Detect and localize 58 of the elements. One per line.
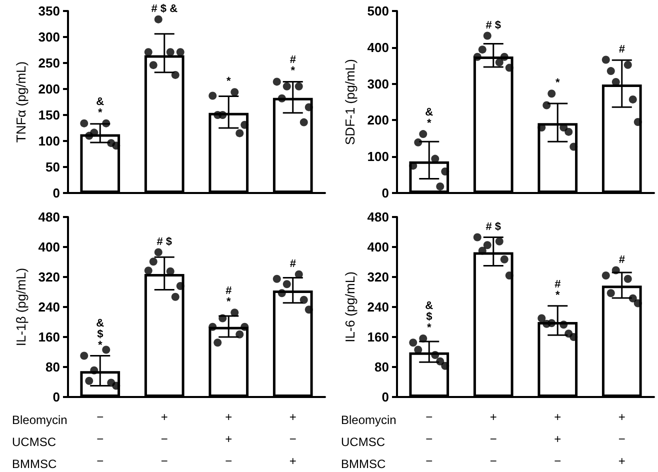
y-tick-label: 320 bbox=[367, 270, 389, 284]
y-tick-label: 160 bbox=[38, 330, 60, 344]
x-tick-label: + − − bbox=[490, 410, 497, 468]
annotation: # $ bbox=[156, 236, 172, 248]
y-tick-label: 250 bbox=[38, 56, 60, 70]
y-tick-label: 300 bbox=[38, 30, 60, 44]
y-tick-label: 0 bbox=[382, 186, 389, 200]
y-axis-title: TNFα (pg/mL) bbox=[13, 61, 28, 143]
y-tick-label: 0 bbox=[52, 186, 60, 200]
y-tick-label: 240 bbox=[367, 300, 389, 314]
annotation: # * bbox=[554, 278, 561, 302]
y-tick-label: 100 bbox=[367, 149, 389, 164]
x-tick-label: − − − bbox=[426, 410, 433, 468]
y-tick-label: 400 bbox=[38, 240, 60, 254]
x-axis-title: Bleomycin UCMSC BMMSC bbox=[12, 413, 68, 471]
x-tick-label: + − + bbox=[618, 410, 626, 468]
annotation: # $ bbox=[486, 19, 502, 32]
y-axis-title: SDF-1 (pg/mL) bbox=[342, 59, 358, 145]
y-tick-label: 200 bbox=[367, 112, 389, 128]
y-tick-label: 300 bbox=[367, 76, 389, 92]
annotation: * bbox=[226, 76, 232, 88]
annotation: & $ * bbox=[425, 300, 434, 334]
y-tick-label: 480 bbox=[38, 210, 60, 224]
y-tick-label: 0 bbox=[52, 390, 60, 404]
y-axis-title: IL-1β (pg/mL) bbox=[13, 268, 28, 346]
y-tick-label: 80 bbox=[46, 360, 60, 374]
y-tick-label: 150 bbox=[38, 108, 60, 122]
annotation: & * bbox=[96, 96, 104, 119]
x-tick-label: + + − bbox=[554, 410, 562, 468]
annotation: # * bbox=[226, 285, 232, 308]
annotation: & * bbox=[425, 106, 434, 130]
y-tick-label: 80 bbox=[374, 360, 389, 374]
x-axis-title: Bleomycin UCMSC BMMSC bbox=[341, 413, 396, 471]
y-tick-label: 320 bbox=[38, 270, 60, 284]
y-tick-label: 480 bbox=[367, 210, 389, 224]
y-tick-label: 0 bbox=[382, 390, 389, 404]
y-tick-label: 400 bbox=[367, 40, 389, 55]
y-tick-label: 200 bbox=[38, 82, 60, 96]
annotation: # $ & bbox=[151, 2, 178, 15]
y-tick-label: 50 bbox=[46, 160, 60, 174]
annotation: * bbox=[555, 77, 560, 90]
y-tick-label: 240 bbox=[38, 300, 60, 314]
y-tick-label: 350 bbox=[38, 4, 60, 18]
x-tick-label: + − + bbox=[289, 410, 296, 468]
annotation: # bbox=[618, 43, 625, 56]
y-tick-label: 500 bbox=[367, 4, 389, 18]
y-tick-label: 400 bbox=[367, 240, 389, 254]
annotation: & $ * bbox=[96, 317, 104, 352]
annotation: # bbox=[618, 254, 625, 266]
x-tick-label: + − − bbox=[160, 410, 168, 468]
annotation: # $ bbox=[486, 220, 502, 233]
annotation: # * bbox=[290, 54, 296, 78]
x-tick-label: − − − bbox=[96, 410, 104, 468]
annotation: # bbox=[290, 258, 296, 270]
y-axis-title: IL-6 (pg/mL) bbox=[342, 272, 358, 342]
y-tick-label: 160 bbox=[367, 330, 389, 344]
x-tick-label: + + − bbox=[225, 410, 232, 468]
y-tick-label: 100 bbox=[38, 134, 60, 148]
